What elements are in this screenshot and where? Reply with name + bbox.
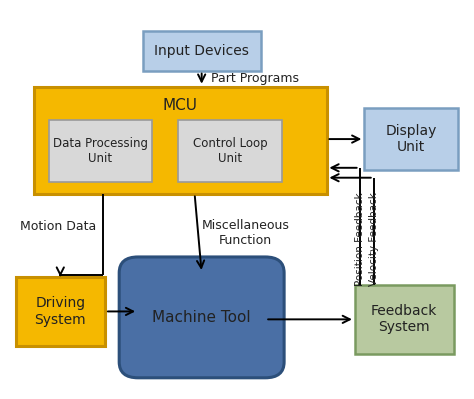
Text: Driving
System: Driving System bbox=[35, 296, 86, 326]
FancyBboxPatch shape bbox=[16, 277, 105, 346]
FancyBboxPatch shape bbox=[48, 120, 152, 182]
FancyBboxPatch shape bbox=[35, 87, 327, 194]
Text: Display
Unit: Display Unit bbox=[386, 124, 437, 154]
Text: Feedback
System: Feedback System bbox=[371, 304, 438, 334]
Text: Input Devices: Input Devices bbox=[154, 44, 249, 58]
Text: MCU: MCU bbox=[163, 99, 198, 113]
Text: Miscellaneous
Function: Miscellaneous Function bbox=[201, 219, 290, 247]
FancyBboxPatch shape bbox=[355, 285, 454, 354]
Text: Velocity Feedback: Velocity Feedback bbox=[369, 192, 379, 286]
Text: Position Feedback: Position Feedback bbox=[355, 192, 365, 286]
Text: Control Loop
Unit: Control Loop Unit bbox=[192, 137, 267, 165]
FancyBboxPatch shape bbox=[143, 31, 261, 71]
Text: Machine Tool: Machine Tool bbox=[152, 310, 251, 325]
FancyBboxPatch shape bbox=[178, 120, 282, 182]
Text: Part Programs: Part Programs bbox=[211, 72, 299, 85]
FancyBboxPatch shape bbox=[119, 257, 284, 378]
Text: Motion Data: Motion Data bbox=[20, 220, 97, 233]
Text: Data Processing
Unit: Data Processing Unit bbox=[53, 137, 148, 165]
FancyBboxPatch shape bbox=[364, 109, 458, 170]
